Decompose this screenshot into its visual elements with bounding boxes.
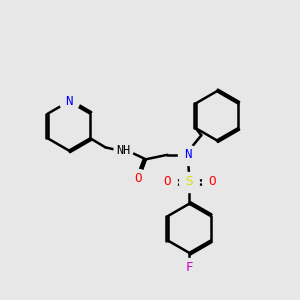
Text: O: O xyxy=(208,175,216,188)
Text: O: O xyxy=(135,172,142,185)
Text: O: O xyxy=(163,175,171,188)
Text: N: N xyxy=(184,148,192,161)
Text: NH: NH xyxy=(116,144,130,157)
Text: S: S xyxy=(186,175,193,188)
Text: N: N xyxy=(65,95,73,108)
Text: F: F xyxy=(186,261,193,274)
